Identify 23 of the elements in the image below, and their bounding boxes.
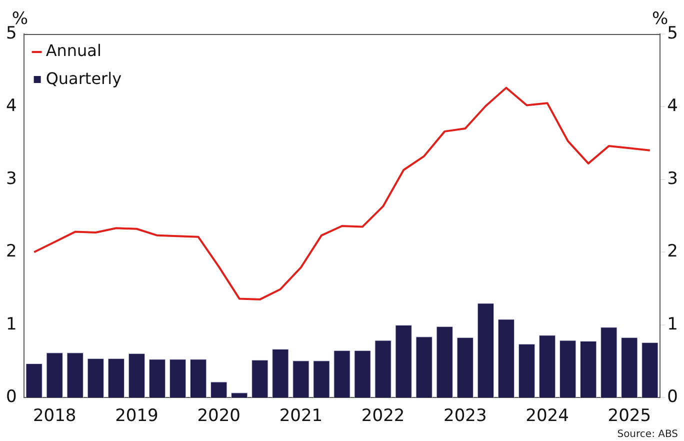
y-tick-label: 1 bbox=[6, 314, 17, 334]
y2-axis-title: % bbox=[652, 8, 668, 29]
legend-label: Annual bbox=[46, 41, 102, 60]
x-tick-label: 2025 bbox=[608, 406, 652, 426]
x-tick-label: 2022 bbox=[361, 406, 405, 426]
y2-tick-label: 3 bbox=[667, 168, 678, 189]
y2-tick-label: 1 bbox=[667, 314, 678, 334]
y-tick-label: 2 bbox=[6, 242, 17, 262]
x-tick-label: 2019 bbox=[115, 406, 158, 426]
x-tick-label: 2021 bbox=[279, 406, 323, 426]
x-tick-label: 2024 bbox=[526, 406, 569, 426]
y-tick-label: 0 bbox=[6, 387, 17, 408]
y2-tick-label: 5 bbox=[667, 23, 678, 44]
x-tick-label: 2020 bbox=[197, 406, 240, 426]
source-note: Source: ABS bbox=[617, 429, 678, 440]
y-tick-label: 3 bbox=[6, 168, 17, 189]
x-tick-label: 2018 bbox=[32, 406, 76, 426]
y2-tick-label: 0 bbox=[667, 387, 678, 408]
y-tick-label: 4 bbox=[6, 96, 17, 116]
x-tick-label: 2023 bbox=[444, 406, 487, 426]
y2-tick-label: 2 bbox=[667, 242, 678, 262]
legend-label: Quarterly bbox=[46, 69, 122, 88]
y2-tick-label: 4 bbox=[667, 96, 678, 116]
